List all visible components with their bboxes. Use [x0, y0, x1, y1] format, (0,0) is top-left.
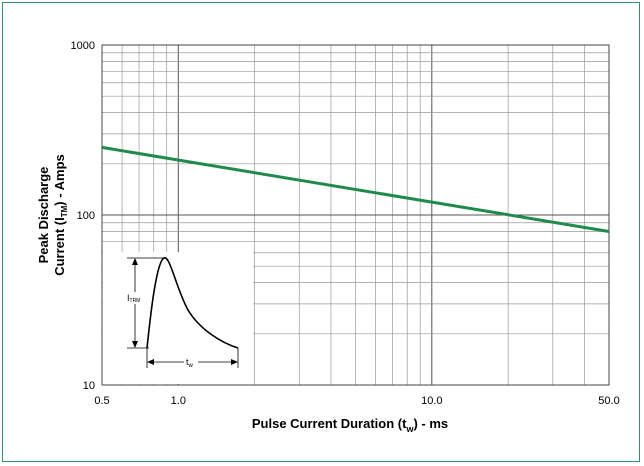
- width-label-sub: w: [188, 363, 194, 369]
- width-arrowhead-right: [231, 359, 238, 365]
- x-axis-title-suffix: ) - ms: [413, 416, 448, 431]
- y-axis-title-line2-suffix: ) - Amps: [52, 154, 67, 206]
- amplitude-label: ITRM: [127, 293, 140, 304]
- amplitude-arrowhead-down: [132, 341, 138, 348]
- x-axis-title-sub: w: [405, 424, 414, 434]
- width-label: tw: [186, 357, 194, 369]
- x-tick-label: 0.5: [94, 395, 109, 407]
- inset-background: [103, 252, 253, 384]
- y-axis-title-line2: Current (ITM) - Amps: [52, 154, 69, 276]
- width-label-bg: [184, 355, 198, 368]
- series-layer: [101, 145, 610, 233]
- x-tick-label: 50.0: [598, 395, 619, 407]
- amplitude-label-sub: TRM: [130, 298, 141, 304]
- x-axis-title: Pulse Current Duration (tw) - ms: [252, 416, 448, 434]
- amplitude-arrowhead-up: [132, 258, 138, 265]
- width-label-main: t: [186, 357, 189, 367]
- x-tick-label: 1.0: [171, 395, 186, 407]
- series-line-0: [101, 145, 610, 233]
- y-axis-title-line2-sub: TM: [60, 205, 69, 217]
- tick-labels: 0.5 1.0 10.0 50.0 10 100 1000: [71, 40, 620, 407]
- y-axis-title-line1: Peak Discharge: [36, 167, 51, 264]
- amplitude-label-main: I: [127, 293, 130, 303]
- amplitude-label-bg: [125, 292, 147, 304]
- width-arrowhead-left: [147, 359, 154, 365]
- x-tick-label: 10.0: [421, 395, 442, 407]
- y-tick-label: 10: [83, 380, 95, 392]
- plot-area-border: [101, 44, 610, 386]
- y-tick-label: 100: [77, 210, 95, 222]
- x-axis-title-main: Pulse Current Duration (t: [252, 416, 407, 431]
- y-tick-label: 1000: [71, 40, 95, 52]
- inset-pulse-diagram: ITRM tw: [103, 252, 253, 384]
- pulse-curve: [146, 257, 239, 349]
- y-axis-title-line2-prefix: Current (I: [52, 217, 67, 276]
